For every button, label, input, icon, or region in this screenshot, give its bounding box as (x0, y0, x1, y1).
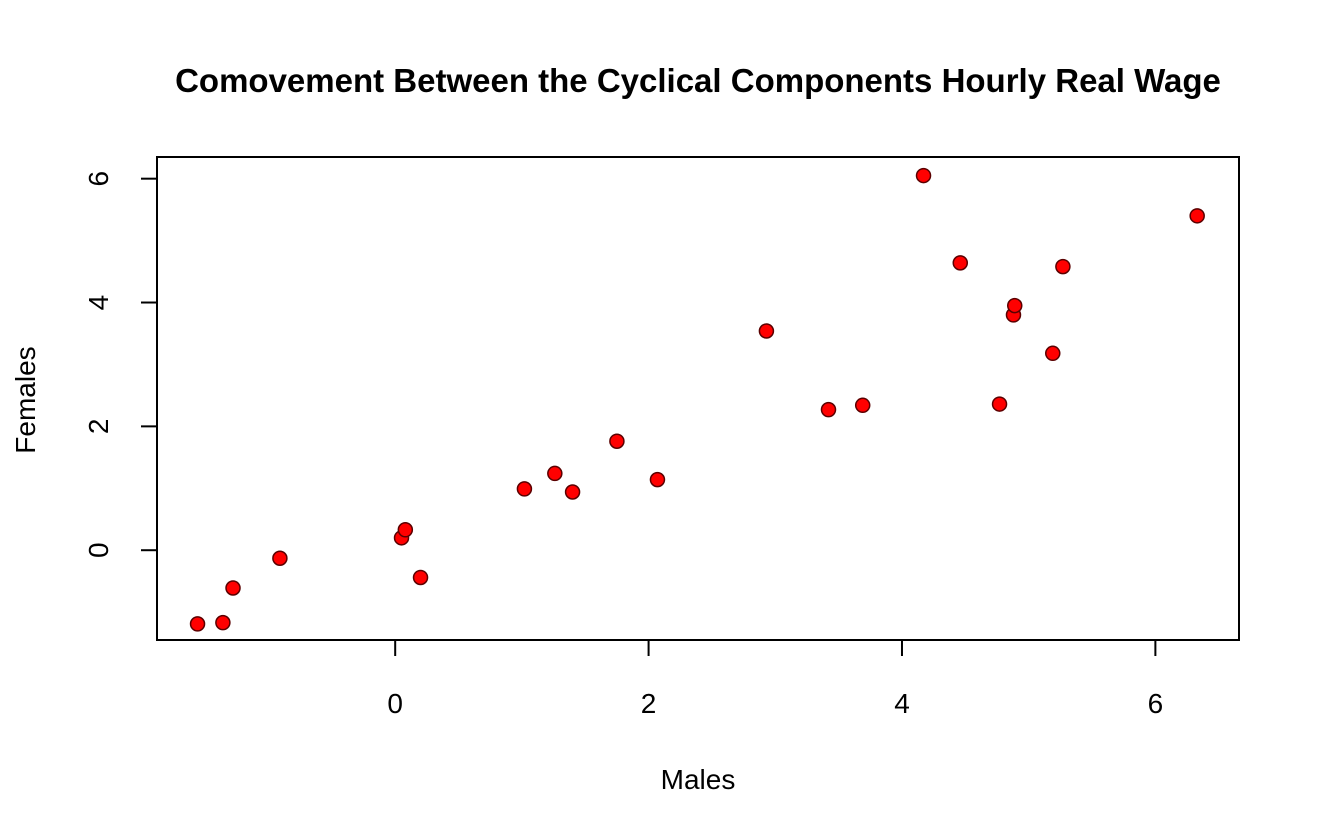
x-tick-label: 4 (894, 688, 910, 719)
data-point (1006, 297, 1023, 314)
data-point (1055, 258, 1071, 275)
data-point (412, 569, 429, 586)
chart-title: Comovement Between the Cyclical Componen… (175, 62, 1221, 99)
data-point (952, 255, 969, 271)
data-point (1189, 208, 1205, 224)
y-axis: 0 2 4 6 (83, 171, 158, 558)
y-tick-label: 0 (83, 542, 114, 558)
data-point (854, 397, 871, 414)
data-point (215, 614, 231, 631)
data-point (547, 465, 563, 482)
data-point (820, 401, 837, 418)
data-point (564, 484, 581, 500)
x-tick-label: 0 (387, 688, 403, 719)
x-tick-label: 6 (1148, 688, 1164, 719)
data-point (189, 616, 206, 632)
x-axis-title: Males (661, 764, 736, 795)
data-point (516, 481, 533, 497)
x-axis: 0 2 4 6 (387, 639, 1164, 719)
data-point (758, 323, 775, 339)
y-tick-label: 4 (83, 295, 114, 311)
data-point (397, 522, 414, 538)
data-point (272, 550, 288, 567)
y-tick-label: 2 (83, 419, 114, 435)
data-points (189, 167, 1205, 632)
data-point (225, 580, 241, 596)
y-tick-label: 6 (83, 171, 114, 187)
x-tick-label: 2 (641, 688, 657, 719)
data-point (915, 167, 932, 184)
y-axis-title: Females (10, 346, 41, 453)
data-point (649, 471, 666, 488)
data-point (1045, 345, 1061, 362)
plot-frame (156, 156, 1240, 641)
data-point (609, 433, 625, 449)
data-point (991, 396, 1008, 412)
